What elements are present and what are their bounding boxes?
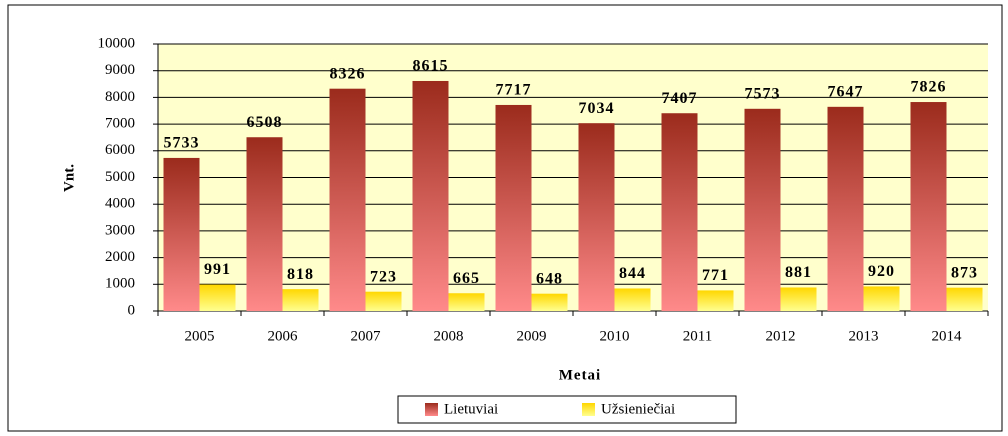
data-label: 648 (536, 270, 563, 287)
bar (744, 108, 781, 311)
bar (910, 102, 947, 311)
bar (495, 104, 532, 311)
data-label: 7034 (579, 100, 615, 117)
data-label: 5733 (164, 135, 200, 152)
legend-box (397, 395, 737, 424)
bar (661, 113, 698, 312)
y-tick-label: 2000 (105, 249, 135, 265)
data-label: 7647 (828, 83, 864, 100)
data-label: 7407 (662, 90, 698, 107)
y-tick-label: 1000 (105, 276, 135, 292)
bar (163, 157, 200, 311)
y-tick-label: 0 (128, 302, 136, 318)
y-tick-label: 5000 (105, 169, 135, 185)
bar (412, 80, 449, 312)
x-tick-label: 2013 (849, 328, 879, 344)
x-tick-label: 2012 (766, 328, 796, 344)
data-label: 6508 (247, 114, 283, 131)
bar (946, 287, 983, 311)
data-label: 7826 (911, 79, 947, 96)
data-label: 8326 (330, 65, 366, 82)
x-tick-label: 2009 (517, 328, 547, 344)
y-tick-label: 3000 (105, 222, 135, 238)
data-label: 7573 (745, 85, 781, 102)
bar (780, 287, 817, 311)
y-tick-label: 10000 (98, 35, 136, 51)
data-label: 920 (868, 263, 895, 280)
y-tick-label: 8000 (105, 89, 135, 105)
bar (448, 293, 485, 311)
y-tick-label: 9000 (105, 62, 135, 78)
data-label: 7717 (496, 82, 532, 99)
y-axis-title: Vnt. (61, 164, 77, 192)
x-tick-label: 2008 (434, 328, 464, 344)
bar (697, 290, 734, 311)
data-label: 991 (204, 261, 231, 278)
x-tick-label: 2010 (600, 328, 630, 344)
data-label: 771 (702, 267, 729, 284)
x-tick-label: 2006 (268, 328, 299, 344)
bar (614, 288, 651, 311)
bar (863, 286, 900, 311)
data-label: 818 (287, 266, 314, 283)
bar (531, 293, 568, 311)
bar (827, 106, 864, 311)
x-tick-label: 2007 (351, 328, 382, 344)
bar (246, 137, 283, 311)
data-label: 723 (370, 268, 397, 285)
bar (329, 88, 366, 311)
x-tick-label: 2011 (683, 328, 712, 344)
data-label: 8615 (413, 58, 449, 75)
legend-label: Užsieniečiai (601, 401, 675, 417)
bar (282, 289, 319, 311)
legend-swatch (582, 403, 595, 416)
data-label: 873 (951, 264, 978, 281)
y-tick-label: 7000 (105, 116, 135, 132)
x-axis-title: Metai (559, 367, 601, 383)
data-label: 844 (619, 265, 646, 282)
x-tick-label: 2005 (185, 328, 215, 344)
bar (365, 291, 402, 311)
x-tick-label: 2014 (932, 328, 963, 344)
data-label: 881 (785, 264, 812, 281)
bar (578, 123, 615, 311)
data-label: 665 (453, 270, 480, 287)
y-tick-label: 6000 (105, 142, 135, 158)
legend-label: Lietuviai (444, 401, 498, 417)
y-tick-label: 4000 (105, 196, 135, 212)
bar (199, 284, 236, 311)
legend-swatch (425, 403, 438, 416)
